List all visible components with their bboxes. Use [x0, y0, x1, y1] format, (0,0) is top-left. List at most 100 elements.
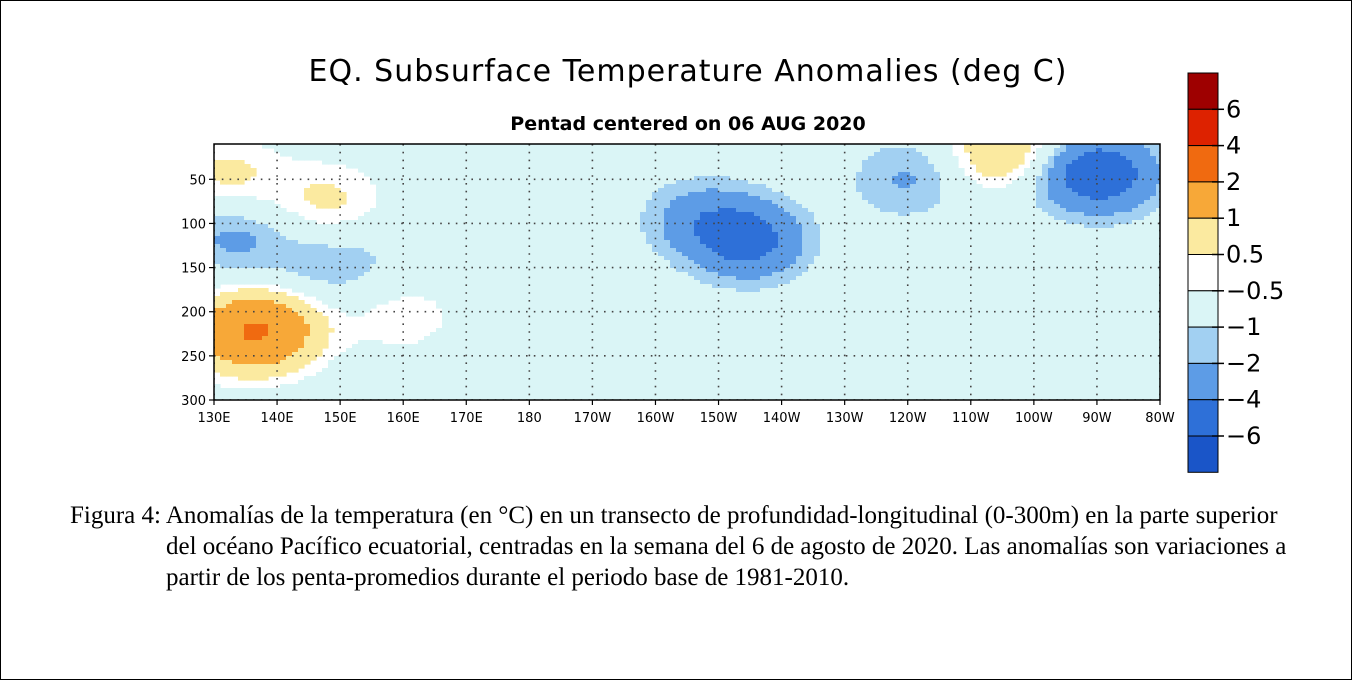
anomaly-cell [730, 168, 737, 173]
anomaly-cell [754, 236, 761, 241]
anomaly-cell [874, 208, 881, 213]
anomaly-cell [1006, 220, 1013, 225]
anomaly-cell [376, 216, 383, 221]
anomaly-cell [556, 156, 563, 161]
anomaly-cell [796, 272, 803, 277]
anomaly-cell [484, 224, 491, 229]
anomaly-cell [964, 252, 971, 257]
anomaly-cell [1012, 260, 1019, 265]
anomaly-cell [826, 264, 833, 269]
anomaly-cell [532, 144, 539, 149]
anomaly-cell [550, 252, 557, 257]
anomaly-cell [634, 212, 641, 217]
anomaly-cell [364, 276, 371, 281]
anomaly-cell [1156, 148, 1160, 153]
anomaly-cell [736, 264, 743, 269]
anomaly-cell [922, 244, 929, 249]
anomaly-cell [502, 200, 509, 205]
anomaly-cell [886, 164, 893, 169]
anomaly-cell [1012, 244, 1019, 249]
anomaly-cell [622, 176, 629, 181]
anomaly-cell [814, 252, 821, 257]
anomaly-cell [220, 164, 227, 169]
anomaly-cell [328, 268, 335, 273]
anomaly-cell [862, 244, 869, 249]
anomaly-cell [874, 188, 881, 193]
anomaly-cell [1096, 164, 1103, 169]
anomaly-cell [436, 148, 443, 153]
anomaly-cell [610, 240, 617, 245]
anomaly-cell [472, 236, 479, 241]
anomaly-cell [838, 152, 845, 157]
anomaly-cell [502, 228, 509, 233]
anomaly-cell [1114, 208, 1121, 213]
anomaly-cell [532, 172, 539, 177]
anomaly-cell [844, 164, 851, 169]
anomaly-cell [358, 268, 365, 273]
anomaly-cell [670, 260, 677, 265]
anomaly-cell [226, 200, 233, 205]
anomaly-cell [754, 164, 761, 169]
anomaly-cell [832, 220, 839, 225]
anomaly-cell [502, 208, 509, 213]
anomaly-cell [934, 256, 941, 261]
anomaly-cell [754, 260, 761, 265]
anomaly-cell [952, 264, 959, 269]
anomaly-cell [412, 264, 419, 269]
anomaly-cell [1126, 236, 1133, 241]
anomaly-cell [454, 208, 461, 213]
anomaly-cell [472, 152, 479, 157]
anomaly-cell [754, 184, 761, 189]
anomaly-cell [406, 260, 413, 265]
anomaly-cell [838, 232, 845, 237]
anomaly-cell [454, 236, 461, 241]
anomaly-cell [868, 268, 875, 273]
anomaly-cell [472, 272, 479, 277]
anomaly-cell [670, 228, 677, 233]
anomaly-cell [424, 208, 431, 213]
anomaly-cell [784, 240, 791, 245]
anomaly-cell [694, 232, 701, 237]
anomaly-cell [1066, 188, 1073, 193]
anomaly-cell [286, 264, 293, 269]
anomaly-cell [604, 144, 611, 149]
anomaly-cell [1018, 272, 1025, 277]
anomaly-cell [466, 168, 473, 173]
anomaly-cell [616, 152, 623, 157]
anomaly-cell [214, 276, 221, 281]
anomaly-cell [820, 252, 827, 257]
anomaly-cell [1114, 252, 1121, 257]
anomaly-cell [1090, 256, 1097, 261]
anomaly-cell [730, 204, 737, 209]
anomaly-cell [586, 180, 593, 185]
anomaly-cell [1072, 248, 1079, 253]
anomaly-cell [406, 188, 413, 193]
anomaly-cell [742, 268, 749, 273]
anomaly-cell [436, 256, 443, 261]
anomaly-cell [958, 192, 965, 197]
anomaly-cell [736, 144, 743, 149]
anomaly-cell [1024, 184, 1031, 189]
anomaly-cell [880, 180, 887, 185]
anomaly-cell [388, 200, 395, 205]
anomaly-cell [418, 156, 425, 161]
anomaly-cell [646, 160, 653, 165]
anomaly-cell [802, 224, 809, 229]
anomaly-cell [388, 224, 395, 229]
anomaly-cell [754, 264, 761, 269]
anomaly-cell [772, 196, 779, 201]
anomaly-cell [460, 176, 467, 181]
anomaly-cell [448, 256, 455, 261]
anomaly-cell [214, 236, 221, 241]
anomaly-cell [1102, 160, 1109, 165]
anomaly-cell [700, 268, 707, 273]
anomaly-cell [376, 256, 383, 261]
anomaly-cell [352, 252, 359, 257]
anomaly-cell [574, 244, 581, 249]
anomaly-cell [886, 232, 893, 237]
anomaly-cell [994, 160, 1001, 165]
anomaly-cell [652, 240, 659, 245]
anomaly-cell [592, 272, 599, 277]
anomaly-cell [400, 180, 407, 185]
anomaly-cell [778, 276, 785, 281]
